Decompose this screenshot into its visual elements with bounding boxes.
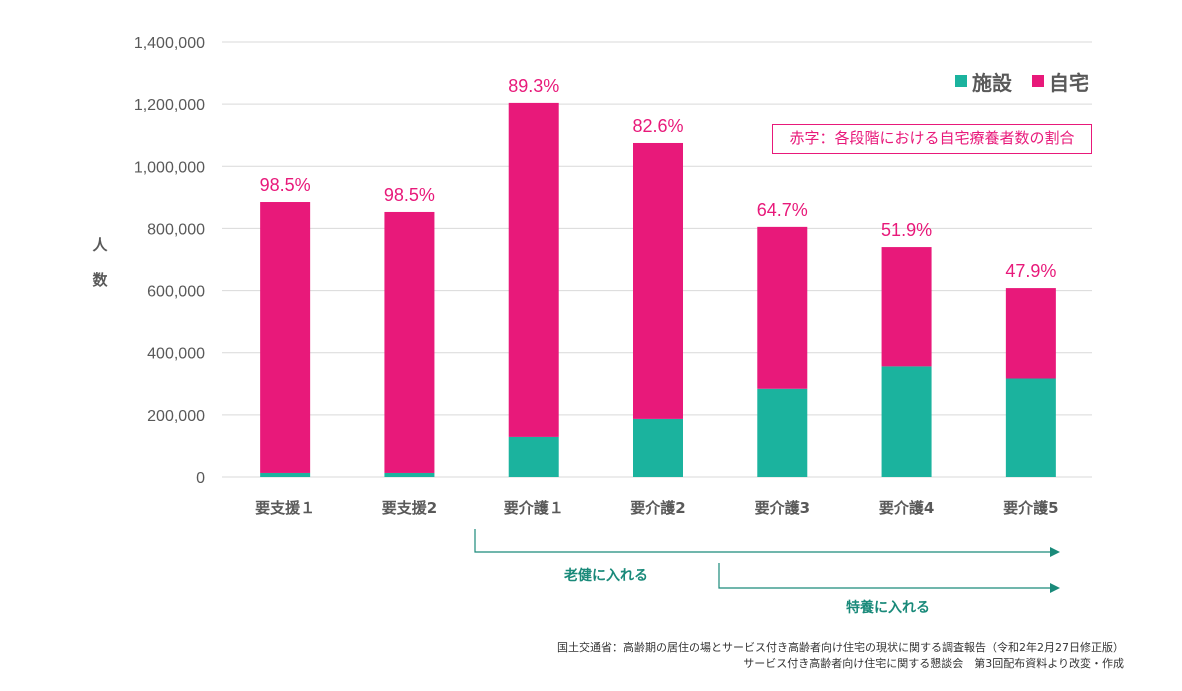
source-line-1: 国土交通省：高齢期の居住の場とサービス付き高齢者向け住宅の現状に関する調査報告（… <box>557 641 1124 654</box>
annotation-arrows: 老健に入れる 特養に入れる <box>474 529 1060 616</box>
data-label: 98.5% <box>384 185 435 205</box>
x-axis-ticks: 要支援１ 要支援2 要介護１ 要介護2 要介護3 要介護4 要介護5 <box>255 499 1058 517</box>
data-label: 64.7% <box>757 200 808 220</box>
bar-segment-home <box>1005 288 1056 379</box>
bar-segment-facility <box>384 472 435 477</box>
bar-segment-facility <box>1005 378 1056 477</box>
arrow-tokuyo-label: 特養に入れる <box>846 599 930 616</box>
legend: 施設 自宅 <box>955 71 1089 95</box>
x-tick-label: 要介護3 <box>755 499 810 517</box>
y-tick-label: 1,000,000 <box>134 159 205 176</box>
annotation-note: 赤字：各段階における自宅療養者数の割合 <box>772 124 1092 154</box>
arrow-roken-line <box>474 529 1052 553</box>
x-tick-label: 要介護１ <box>504 499 564 517</box>
y-tick-label: 200,000 <box>147 408 205 425</box>
bar-segment-home <box>633 142 683 419</box>
legend-swatch-home <box>1032 75 1044 87</box>
data-label: 47.9% <box>1005 261 1056 281</box>
y-axis-ticks: 0 200,000 400,000 600,000 800,000 1,000,000 1,… <box>134 35 205 487</box>
y-tick-label: 1,200,000 <box>134 97 205 114</box>
bar-segment-facility <box>757 388 808 477</box>
arrow-tokuyo-head <box>1050 583 1060 593</box>
arrow-roken-head <box>1050 547 1060 557</box>
data-label: 51.9% <box>881 220 932 240</box>
legend-swatch-facility <box>955 75 967 87</box>
y-tick-label: 600,000 <box>147 284 205 301</box>
bars <box>260 102 1056 477</box>
bar-segment-home <box>881 247 932 367</box>
y-axis-label-char-1: 人 <box>92 236 108 254</box>
data-label: 82.6% <box>632 116 683 136</box>
y-axis-label-char-2: 数 <box>92 271 108 289</box>
y-tick-label: 400,000 <box>147 346 205 363</box>
bar-segment-home <box>384 211 435 473</box>
legend-label-facility: 施設 <box>972 71 1013 95</box>
bar-segment-home <box>508 102 559 437</box>
y-tick-label: 800,000 <box>147 221 205 238</box>
bar-segment-facility <box>881 366 932 477</box>
y-tick-label: 1,400,000 <box>134 35 205 52</box>
bar-segment-facility <box>633 418 683 477</box>
bar-segment-facility <box>260 472 311 477</box>
bar-segment-facility <box>508 436 559 477</box>
arrow-roken-label: 老健に入れる <box>564 567 648 584</box>
x-tick-label: 要支援１ <box>255 499 315 517</box>
data-label: 98.5% <box>260 175 311 195</box>
data-labels: 98.5% 98.5% 89.3% 82.6% 64.7% 51.9% 47.9% <box>260 76 1057 281</box>
x-tick-label: 要介護5 <box>1003 499 1058 517</box>
data-label: 89.3% <box>508 76 559 96</box>
arrow-tokuyo-line <box>718 563 1052 589</box>
x-tick-label: 要介護4 <box>879 499 934 517</box>
x-tick-label: 要介護2 <box>630 499 685 517</box>
bar-segment-home <box>260 202 311 473</box>
source-citation: 国土交通省：高齢期の居住の場とサービス付き高齢者向け住宅の現状に関する調査報告（… <box>557 640 1124 672</box>
source-line-2: サービス付き高齢者向け住宅に関する懇談会 第3回配布資料より改変・作成 <box>743 657 1124 670</box>
y-tick-label: 0 <box>196 470 205 487</box>
legend-label-home: 自宅 <box>1049 71 1089 95</box>
bar-segment-home <box>757 226 808 389</box>
x-tick-label: 要支援2 <box>382 499 437 517</box>
